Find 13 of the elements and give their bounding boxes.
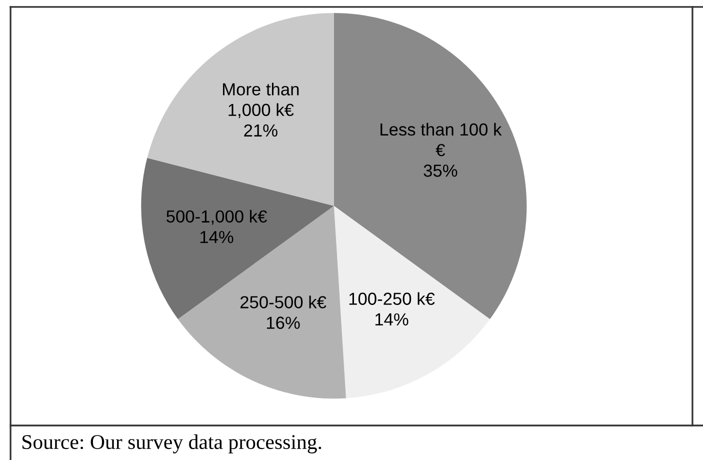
slice-label: 500-1,000 k€ <box>166 210 267 225</box>
data-label: 21% <box>244 124 278 137</box>
slice-label: Less than 100 k € <box>380 122 502 156</box>
data-label: 16% <box>266 316 300 329</box>
source-note: Source: Our survey data processing. <box>22 434 322 454</box>
pie-slice <box>334 206 490 398</box>
pie-slice <box>147 13 334 206</box>
slice-label: 250-500 k€ <box>240 296 326 308</box>
data-label: 35% <box>424 164 458 177</box>
slice-label: 100-250 k€ <box>349 292 435 305</box>
data-label: 14% <box>375 313 408 326</box>
slice-label: More than 1,000 k€ <box>223 82 299 118</box>
data-label: 14% <box>200 230 234 244</box>
